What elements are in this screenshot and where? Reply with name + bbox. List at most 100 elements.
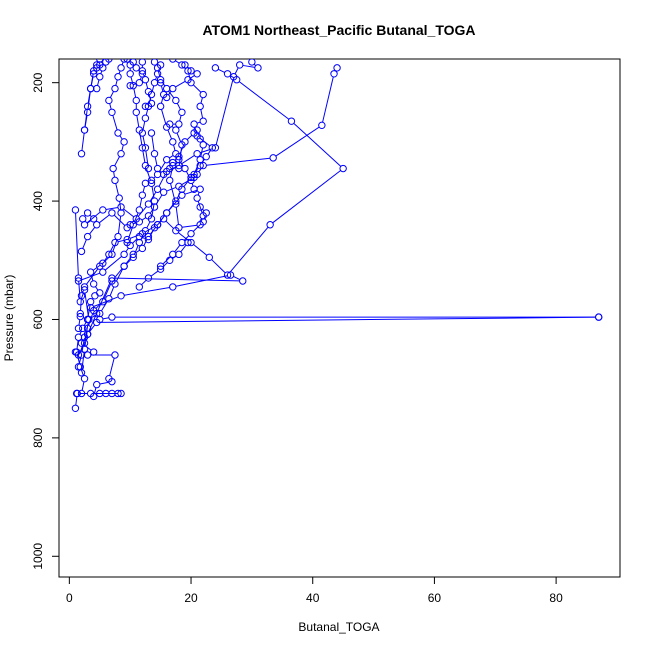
data-point — [141, 114, 150, 122]
series-segment — [143, 239, 148, 246]
series-segment — [192, 84, 202, 93]
data-point — [172, 197, 180, 205]
data-point — [79, 324, 87, 333]
series-6 — [77, 64, 341, 256]
data-point — [150, 150, 159, 158]
series-segment — [133, 212, 139, 222]
data-point — [138, 59, 147, 66]
data-point — [156, 61, 165, 69]
y-tick-label: 200 — [31, 72, 45, 92]
series-segment — [215, 79, 234, 145]
data-point — [117, 150, 125, 158]
series-segment — [157, 70, 161, 77]
series-segment — [151, 204, 155, 216]
data-point — [190, 170, 198, 179]
series-segment — [211, 259, 226, 274]
series-segment — [117, 216, 122, 234]
y-tick-label: 400 — [31, 191, 45, 211]
series-segment — [75, 213, 79, 275]
y-tick-label: 800 — [31, 428, 45, 448]
series-segment — [168, 197, 181, 211]
series-segment — [162, 262, 168, 268]
series-segment — [109, 103, 112, 110]
data-point — [126, 70, 134, 78]
data-point — [199, 117, 207, 125]
series-segment — [105, 207, 118, 210]
series-segment — [161, 109, 167, 125]
data-point — [132, 108, 140, 116]
data-point — [190, 120, 198, 128]
data-point — [196, 135, 204, 143]
data-point — [211, 144, 220, 152]
data-point — [135, 283, 144, 291]
data-point — [147, 176, 156, 185]
data-point — [138, 144, 147, 152]
series-segment — [176, 132, 182, 143]
series-8 — [74, 59, 207, 333]
data-point — [74, 324, 83, 333]
data-point — [202, 209, 210, 217]
series-segment — [206, 157, 271, 166]
series-segment — [113, 171, 115, 178]
data-point — [193, 150, 201, 158]
series-segment — [84, 292, 89, 317]
series-segment — [150, 226, 157, 235]
data-point — [248, 59, 256, 66]
data-point — [117, 64, 125, 72]
data-point — [193, 170, 201, 179]
data-point — [89, 348, 98, 356]
series-13 — [93, 59, 113, 93]
y-axis: 200 400 600 800 1000 — [31, 72, 60, 570]
x-tick-label: 80 — [549, 591, 563, 605]
data-point — [83, 209, 92, 217]
data-point — [105, 295, 113, 303]
series-segment — [142, 136, 146, 145]
series-segment — [139, 198, 143, 207]
data-point — [99, 298, 107, 306]
data-point — [156, 76, 165, 84]
data-point — [199, 161, 207, 170]
data-point — [144, 232, 153, 241]
series-segment — [133, 88, 137, 98]
data-point — [141, 76, 150, 84]
series-segment — [109, 357, 115, 376]
series-segment — [158, 174, 166, 187]
data-point — [129, 81, 137, 90]
series-segment — [140, 233, 145, 240]
data-point — [80, 374, 89, 383]
series-segment — [141, 217, 147, 221]
data-point — [169, 138, 177, 146]
data-point — [196, 155, 204, 164]
data-point — [79, 215, 87, 223]
data-point — [223, 70, 232, 78]
data-point — [175, 224, 183, 232]
data-point — [109, 164, 117, 173]
data-point — [254, 64, 262, 72]
series-segment — [169, 168, 173, 178]
data-point — [172, 126, 180, 134]
series-segment — [233, 276, 241, 281]
data-point — [269, 154, 277, 162]
series-segment — [103, 283, 112, 299]
series-segment — [121, 144, 124, 151]
data-point — [96, 262, 104, 270]
data-point — [89, 280, 98, 288]
data-point — [330, 70, 338, 78]
data-point — [80, 286, 89, 294]
data-point — [187, 229, 195, 238]
data-point — [71, 206, 80, 214]
data-point — [144, 102, 153, 111]
data-point — [166, 164, 174, 173]
data-point — [232, 76, 241, 84]
data-point — [208, 144, 217, 152]
data-point — [120, 262, 128, 270]
series-segment — [167, 129, 173, 140]
y-axis-label: Pressure (mbar) — [2, 275, 16, 362]
data-point — [77, 369, 86, 377]
data-point — [162, 209, 171, 217]
series-segment — [193, 244, 208, 256]
x-tick-label: 20 — [184, 591, 198, 605]
series-segment — [175, 60, 180, 64]
x-tick-label: 0 — [66, 591, 73, 605]
series-segment — [123, 208, 135, 218]
